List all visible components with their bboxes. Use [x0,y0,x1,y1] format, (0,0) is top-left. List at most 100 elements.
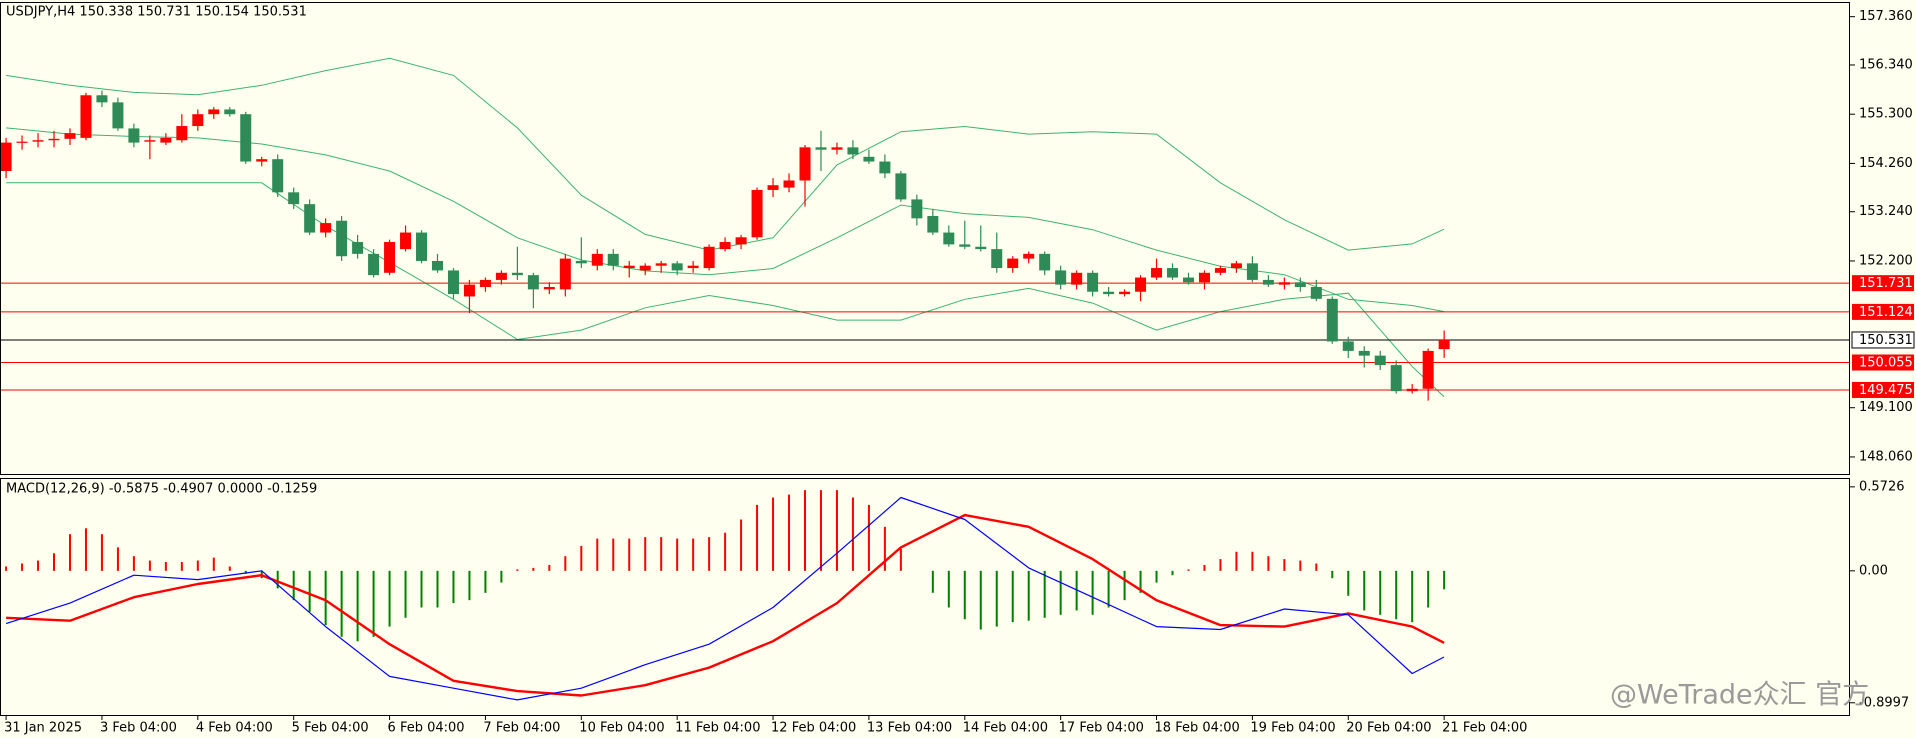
candle-body [943,232,955,245]
candle-body [1,142,12,172]
x-tick-label: 10 Feb 04:00 [579,721,664,736]
candle-body [1039,253,1051,271]
candle-body [176,126,188,141]
candle-body [1023,253,1035,259]
candle-body [96,95,108,103]
candle-body [1230,263,1242,269]
x-tick-label: 20 Feb 04:00 [1346,721,1431,736]
candle-body [80,95,92,138]
level-tag [1852,354,1914,371]
candle-body [479,279,491,287]
candle-body [991,249,1003,269]
x-tick-label: 17 Feb 04:00 [1059,721,1144,736]
candle-body [495,272,507,280]
x-tick-label: 5 Feb 04:00 [292,721,369,736]
bid-tag [1851,331,1915,349]
level-label: 150.055 [1859,356,1913,371]
x-tick-label: 3 Feb 04:00 [100,721,177,736]
candle-body [927,215,939,233]
y-tick-label: 0.00 [1859,563,1888,578]
y-tick-label: 155.300 [1859,107,1913,122]
axes: 157.360 156.340 155.300 154.260 153.240 152.2… [4,9,1915,736]
candle-body [112,102,124,129]
candle-body [687,265,699,269]
level-tag [1852,303,1914,320]
candle-body [1262,279,1274,285]
macd-title: MACD(12,26,9) -0.5875 -0.4907 0.0000 -0.… [6,482,317,497]
candle-body [1438,339,1450,350]
candle-body [128,128,140,143]
candle-body [1342,341,1354,351]
x-tick-label: 14 Feb 04:00 [963,721,1048,736]
y-tick-label: 0.5726 [1859,479,1905,494]
candle-body [1119,291,1131,295]
candle-body [815,147,827,150]
candle-body [831,147,843,150]
y-tick-label: 156.340 [1859,57,1913,72]
y-tick-label: 154.260 [1859,156,1913,171]
candle-body [1055,270,1067,285]
macd-line [6,513,1445,697]
x-tick-label: 19 Feb 04:00 [1250,721,1335,736]
candle-body [320,223,332,233]
y-tick-label: -0.8997 [1859,695,1909,710]
candle-body [799,147,811,181]
candle-body [591,253,603,266]
candle-body [240,114,252,162]
candle-body [288,192,300,205]
candle-body [1007,258,1019,269]
candle-body [416,232,428,261]
candle-body [48,138,60,141]
candle-body [352,242,364,254]
candle-body [256,159,268,162]
candle-body [623,265,635,269]
candle-body [1135,277,1147,292]
candle-body [1374,355,1386,366]
candle-body [224,109,236,115]
candle-body [1246,263,1258,280]
x-tick-label: 18 Feb 04:00 [1155,721,1240,736]
bid-label: 150.531 [1859,333,1913,348]
candle-body [767,185,779,190]
y-tick-label: 153.240 [1859,204,1913,219]
x-tick-label: 4 Feb 04:00 [196,721,273,736]
candle-body [272,159,284,193]
x-tick-label: 12 Feb 04:00 [771,721,856,736]
level-tag [1852,275,1914,292]
watermark: @WeTrade众汇 官方 [1610,680,1869,711]
candle-body [32,140,44,142]
candle-body [655,263,667,266]
candle-body [783,180,795,188]
candle-body [527,275,539,290]
candle-body [1103,291,1115,295]
candle-body [160,137,172,143]
candle-body [192,114,204,127]
candle-body [1358,350,1370,356]
candle-body [447,270,459,295]
x-tick-label: 6 Feb 04:00 [388,721,465,736]
candle-body [1390,365,1402,392]
x-tick-label: 21 Feb 04:00 [1442,721,1527,736]
macd-panel-frame [0,478,1850,716]
candle-body [639,265,651,271]
candle-body [847,147,859,155]
x-tick-label: 11 Feb 04:00 [675,721,760,736]
candle-body [368,253,380,276]
candle-body [431,260,443,271]
chart-title: USDJPY,H4 150.338 150.731 150.154 150.53… [6,5,307,20]
level-label: 149.475 [1859,383,1913,398]
candle-body [1326,298,1338,342]
level-label: 151.731 [1859,276,1913,291]
candle-body [463,284,475,297]
candle-body [959,244,971,247]
candle-body [1167,268,1179,278]
candle-body [1422,350,1434,389]
candle-body [400,232,412,250]
candle-body [1071,272,1083,285]
candle-body [1214,268,1226,273]
x-tick-label: 7 Feb 04:00 [483,721,560,736]
candle-body [1406,388,1418,392]
